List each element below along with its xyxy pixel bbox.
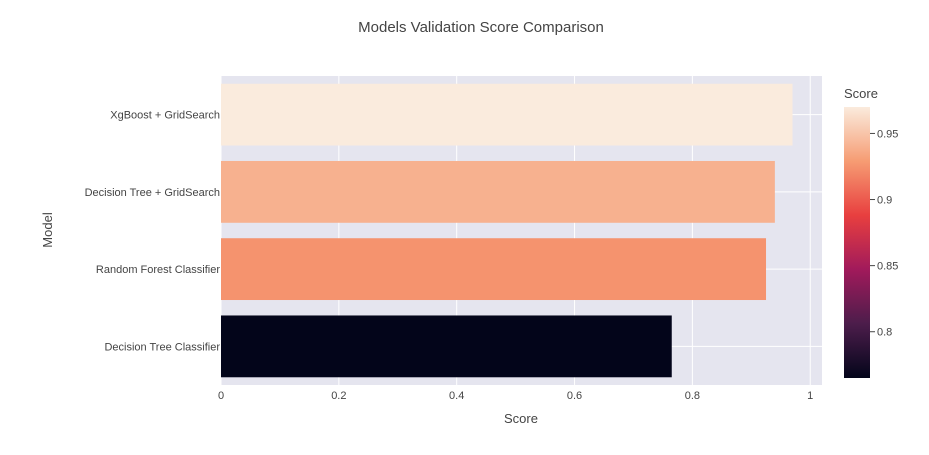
- bar[interactable]: [221, 238, 767, 301]
- colorbar-title: Score: [844, 86, 878, 101]
- x-tick-label: 0.2: [331, 390, 346, 402]
- colorbar-tick-label: 0.85: [877, 261, 898, 273]
- x-tick-labels: 0 0.2 0.4 0.6 0.8 1: [218, 390, 813, 402]
- bars: [221, 83, 793, 378]
- x-tick-label: 0.4: [449, 390, 464, 402]
- x-tick-label: 1: [807, 390, 813, 402]
- x-tick-label: 0.8: [685, 390, 700, 402]
- x-axis-title: Score: [504, 411, 538, 426]
- chart-title: Models Validation Score Comparison: [358, 19, 604, 36]
- bar[interactable]: [221, 315, 672, 378]
- y-tick-label: Random Forest Classifier: [96, 264, 220, 276]
- colorbar-tick-label: 0.8: [877, 327, 892, 339]
- y-tick-label: Decision Tree + GridSearch: [85, 187, 220, 199]
- y-tick-label: Decision Tree Classifier: [104, 341, 220, 353]
- y-tick-labels: XgBoost + GridSearch Decision Tree + Grid…: [85, 110, 221, 354]
- bar[interactable]: [221, 160, 775, 223]
- x-tick-label: 0.6: [567, 390, 582, 402]
- colorbar-ticks: 0.8 0.85 0.9 0.95: [870, 128, 898, 339]
- y-axis-title: Model: [40, 212, 55, 248]
- y-tick-label: XgBoost + GridSearch: [110, 110, 220, 122]
- colorbar: [844, 107, 870, 378]
- colorbar-tick-label: 0.95: [877, 128, 898, 140]
- bar[interactable]: [221, 83, 793, 146]
- x-tick-label: 0: [218, 390, 224, 402]
- colorbar-tick-label: 0.9: [877, 195, 892, 207]
